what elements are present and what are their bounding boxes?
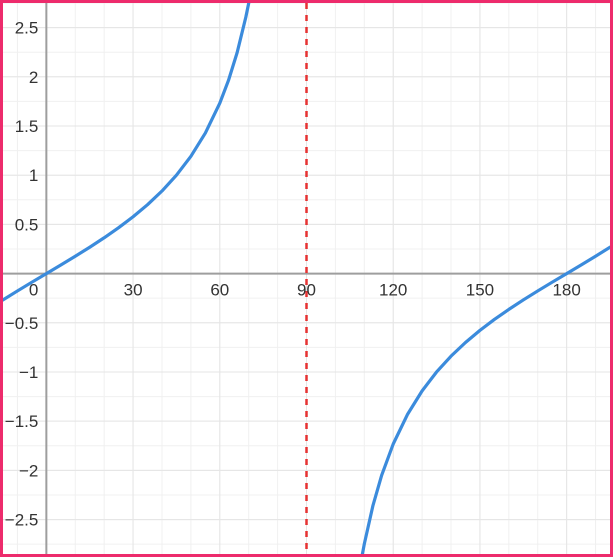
y-tick-label: −2 (19, 461, 38, 480)
x-tick-label: 120 (379, 281, 407, 300)
x-tick-label: 180 (552, 281, 580, 300)
tangent-plot: 0 30 60 90 120 150 180 −2.5 −2 −1.5 −1 −0.5 0.5 1 1.5 2… (0, 0, 613, 557)
x-tick-label: 150 (466, 281, 494, 300)
y-tick-label: 2.5 (15, 19, 39, 38)
y-tick-label: −1 (19, 363, 38, 382)
y-tick-label: 1 (29, 166, 38, 185)
x-tick-label: 90 (297, 281, 316, 300)
y-tick-label: −0.5 (5, 314, 39, 333)
x-tick-label: 30 (124, 281, 143, 300)
y-tick-label: −1.5 (5, 412, 39, 431)
y-tick-label: 2 (29, 68, 38, 87)
x-tick-label: 0 (29, 281, 38, 300)
y-tick-label: 1.5 (15, 117, 39, 136)
y-tick-label: −2.5 (5, 511, 39, 530)
y-tick-label: 0.5 (15, 215, 39, 234)
x-tick-label: 60 (210, 281, 229, 300)
